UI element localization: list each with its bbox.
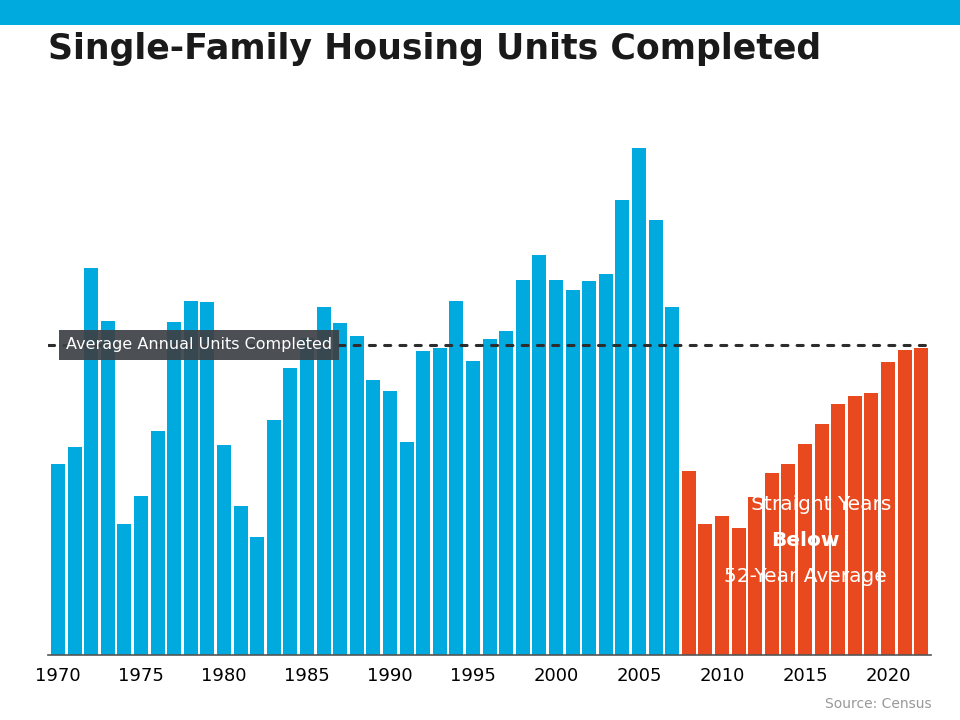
Bar [133, 495, 148, 655]
Bar [881, 362, 895, 655]
Bar [51, 464, 65, 655]
Bar [483, 339, 496, 655]
Bar [217, 446, 231, 655]
Bar [864, 392, 878, 655]
Bar [831, 404, 846, 655]
Bar [84, 269, 98, 655]
Bar [715, 516, 729, 655]
Bar [183, 302, 198, 655]
Bar [732, 528, 746, 655]
Bar [815, 424, 828, 655]
Bar [333, 323, 348, 655]
Bar [233, 506, 248, 655]
Bar [300, 338, 314, 655]
Bar [283, 369, 298, 655]
Bar [466, 361, 480, 655]
Bar [383, 391, 397, 655]
Text: 14 Straight Years: 14 Straight Years [719, 495, 891, 514]
Bar [367, 380, 380, 655]
Bar [449, 301, 464, 655]
Bar [349, 336, 364, 655]
Bar [632, 148, 646, 655]
Bar [582, 281, 596, 655]
Bar [682, 472, 696, 655]
Bar [914, 348, 928, 655]
Bar [267, 420, 281, 655]
Text: Below: Below [771, 531, 839, 550]
Bar [781, 464, 796, 655]
Bar [665, 307, 680, 655]
Bar [151, 431, 164, 655]
Bar [416, 351, 430, 655]
Bar [499, 331, 514, 655]
Bar [516, 279, 530, 655]
Bar [251, 537, 264, 655]
Bar [615, 199, 630, 655]
Bar [533, 255, 546, 655]
Bar [848, 396, 862, 655]
Bar [599, 274, 612, 655]
Bar [765, 473, 779, 655]
Text: 52-Year Average: 52-Year Average [724, 567, 886, 585]
Bar [698, 523, 712, 655]
Bar [565, 289, 580, 655]
Bar [117, 524, 132, 655]
Bar [798, 444, 812, 655]
Bar [167, 323, 181, 655]
Bar [317, 307, 330, 655]
Text: Source: Census: Source: Census [825, 698, 931, 711]
Bar [67, 446, 82, 655]
Bar [399, 442, 414, 655]
Bar [433, 348, 446, 655]
Bar [748, 497, 762, 655]
Bar [101, 320, 115, 655]
Bar [898, 350, 912, 655]
Bar [201, 302, 214, 655]
Bar [649, 220, 662, 655]
Bar [549, 279, 564, 655]
Text: Single-Family Housing Units Completed: Single-Family Housing Units Completed [48, 32, 821, 66]
Text: Average Annual Units Completed: Average Annual Units Completed [66, 338, 332, 352]
